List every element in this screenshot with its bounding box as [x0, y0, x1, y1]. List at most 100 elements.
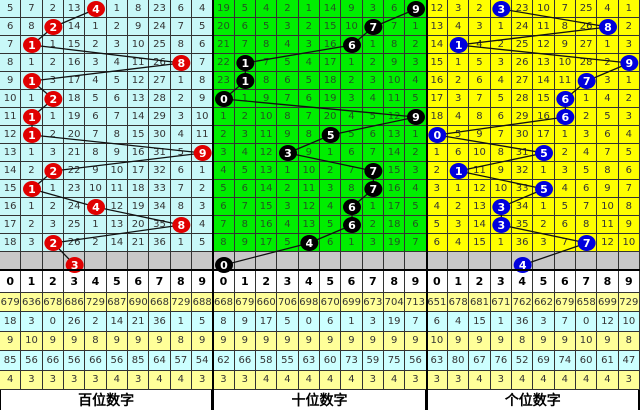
digit-header: 0	[0, 270, 22, 293]
omission-cell: 23	[149, 0, 171, 18]
omission-cell: 29	[149, 108, 171, 126]
stat-cell: 690	[128, 293, 150, 313]
omission-cell: 3	[448, 90, 470, 108]
stat-cell: 4	[512, 370, 534, 390]
stat-cell: 36	[512, 312, 534, 332]
draw-ball: 4	[87, 199, 105, 215]
stat-cell: 63	[426, 351, 448, 371]
omission-cell: 5	[298, 72, 320, 90]
omission-cell: 9	[0, 72, 22, 90]
stat-cell: 0	[42, 312, 64, 332]
omission-cell: 13	[298, 216, 320, 234]
stat-cell: 9	[490, 331, 512, 352]
omission-cell: 7	[234, 36, 256, 54]
omission-cell: 2	[106, 18, 128, 36]
stat-cell: 3	[21, 370, 43, 390]
omission-cell: 8	[341, 180, 363, 198]
omission-cell: 2	[234, 108, 256, 126]
omission-cell: 2	[277, 0, 299, 18]
omission-cell: 21	[128, 234, 150, 252]
omission-cell: 11	[384, 90, 406, 108]
stat-cell: 9	[341, 331, 363, 352]
omission-cell: 13	[384, 126, 406, 144]
omission-cell: 15	[469, 234, 491, 252]
omission-cell: 13	[0, 144, 22, 162]
draw-ball: 5	[535, 181, 553, 197]
ball-digit: 1	[242, 75, 250, 88]
omission-cell: 18	[0, 234, 22, 252]
ball-digit: 6	[348, 219, 356, 232]
omission-cell: 9	[298, 144, 320, 162]
omission-cell: 6	[234, 18, 256, 36]
ball-digit: 7	[370, 183, 378, 196]
omission-cell: 5	[277, 54, 299, 72]
omission-cell: 9	[384, 54, 406, 72]
omission-cell: 1	[277, 162, 299, 180]
draw-ball: 7	[364, 163, 383, 179]
omission-cell: 1	[490, 234, 512, 252]
omission-cell: 9	[277, 126, 299, 144]
stat-cell: 10	[426, 331, 448, 352]
stat-cell: 56	[106, 351, 128, 371]
omission-cell: 2	[42, 0, 64, 18]
trend-line	[330, 116, 417, 136]
stat-cell: 47	[618, 351, 640, 371]
omission-cell: 9	[618, 216, 640, 234]
omission-cell: 6	[0, 18, 22, 36]
draw-ball: 0	[215, 91, 233, 107]
ball-digit: 4	[519, 259, 527, 272]
draw-ball: 3	[492, 217, 511, 233]
omission-cell: 6	[320, 234, 342, 252]
omission-cell: 25	[512, 36, 534, 54]
omission-cell: 3	[618, 36, 640, 54]
omission-cell: 3	[106, 36, 128, 54]
omission-cell: 9	[469, 126, 491, 144]
trend-line	[245, 44, 353, 64]
panel-label: 个位数字	[426, 390, 640, 410]
draw-ball: 1	[23, 109, 41, 125]
omission-cell: 2	[554, 144, 576, 162]
ball-digit: 1	[28, 183, 36, 196]
draw-ball: 1	[23, 181, 41, 197]
ball-digit: 9	[412, 111, 420, 124]
trend-line	[458, 26, 609, 46]
ball-digit: 4	[92, 3, 100, 16]
omission-cell: 3	[576, 126, 598, 144]
omission-cell: 5	[618, 144, 640, 162]
stat-cell: 66	[234, 351, 256, 371]
omission-cell: 14	[426, 36, 448, 54]
digit-header: 7	[362, 270, 384, 293]
digit-header: 0	[426, 270, 448, 293]
stat-cell: 9	[149, 331, 171, 352]
omission-cell: 15	[0, 180, 22, 198]
omission-cell: 13	[469, 198, 491, 216]
stat-cell: 9	[277, 331, 299, 352]
stat-cell: 673	[362, 293, 384, 313]
trend-line	[458, 152, 545, 172]
trend-line	[223, 242, 310, 266]
stat-cell: 56	[64, 351, 86, 371]
omission-cell: 7	[213, 216, 235, 234]
ball-digit: 3	[498, 201, 506, 214]
digit-header: 8	[170, 270, 192, 293]
omission-cell: 18	[426, 108, 448, 126]
ball-digit: 7	[583, 75, 591, 88]
omission-cell: 2	[42, 126, 64, 144]
stat-cell: 4	[384, 370, 406, 390]
omission-cell: 8	[576, 216, 598, 234]
stat-cell: 4	[277, 370, 299, 390]
omission-cell: 19	[384, 234, 406, 252]
omission-cell: 3	[341, 90, 363, 108]
omission-cell: 5	[85, 90, 107, 108]
omission-cell: 3	[213, 144, 235, 162]
stat-cell: 8	[512, 331, 534, 352]
stat-cell: 8	[170, 331, 192, 352]
ball-digit: 4	[306, 237, 314, 250]
omission-cell: 13	[128, 90, 150, 108]
omission-cell: 10	[85, 180, 107, 198]
omission-cell: 3	[42, 216, 64, 234]
omission-cell: 5	[426, 216, 448, 234]
omission-cell: 2	[213, 126, 235, 144]
omission-cell: 14	[256, 180, 278, 198]
draw-ball: 9	[193, 145, 212, 161]
